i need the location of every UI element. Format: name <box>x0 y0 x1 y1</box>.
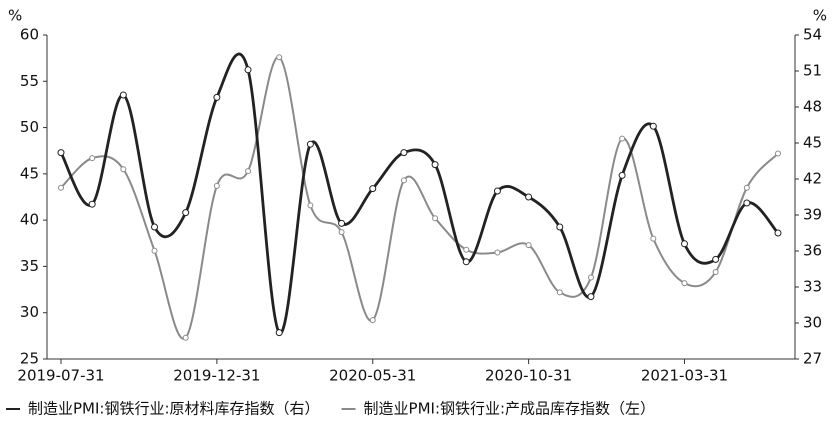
point <box>462 258 470 266</box>
point <box>120 166 127 173</box>
point <box>57 149 65 157</box>
point <box>743 184 750 191</box>
y-tick-label: 35 <box>20 257 39 275</box>
y-tick-label: 50 <box>20 118 39 136</box>
point <box>338 229 345 236</box>
y-axis-unit: % <box>8 7 22 25</box>
y2-tick-label: 39 <box>803 206 822 224</box>
y-tick-label: 40 <box>20 211 39 229</box>
point <box>88 200 96 208</box>
y-tick-label: 25 <box>20 350 39 368</box>
point <box>213 182 220 189</box>
y2-tick-label: 36 <box>803 242 822 260</box>
point <box>556 289 563 296</box>
legend-label: 制造业PMI:钢铁行业:原材料库存指数（右） <box>28 400 320 418</box>
series-line <box>59 52 780 335</box>
point <box>275 329 283 337</box>
point <box>369 317 376 324</box>
x-tick-label: 2020-05-31 <box>329 367 416 385</box>
y2-tick-label: 51 <box>803 62 822 80</box>
point <box>493 187 501 195</box>
point <box>119 91 127 99</box>
series-line <box>60 56 779 340</box>
x-tick-label: 2021-03-31 <box>641 367 728 385</box>
y2-tick-label: 42 <box>803 170 822 188</box>
point <box>618 171 626 179</box>
point <box>338 219 346 227</box>
point <box>276 54 283 61</box>
legend-label: 制造业PMI:钢铁行业:产成品库存指数（左） <box>364 400 656 418</box>
point <box>680 240 688 248</box>
point <box>556 223 564 231</box>
x-tick-label: 2019-07-31 <box>17 367 104 385</box>
point <box>712 255 720 263</box>
point <box>494 249 501 256</box>
point <box>89 155 96 162</box>
point <box>619 135 626 142</box>
point <box>743 199 751 207</box>
point <box>151 223 159 231</box>
point <box>244 66 252 74</box>
point <box>431 161 439 169</box>
y-tick-label: 60 <box>20 26 39 44</box>
x-tick-label: 2020-10-31 <box>485 367 572 385</box>
point <box>245 168 252 175</box>
y-tick-label: 45 <box>20 164 39 182</box>
point <box>151 247 158 254</box>
x-tick-label: 2019-12-31 <box>173 367 260 385</box>
y2-tick-label: 33 <box>803 278 822 296</box>
point <box>774 229 782 237</box>
point <box>400 177 407 184</box>
point <box>463 246 470 253</box>
point <box>587 274 594 281</box>
point <box>649 122 657 130</box>
point <box>525 193 533 201</box>
point <box>369 185 377 193</box>
y2-tick-label: 54 <box>803 26 822 44</box>
point <box>306 140 314 148</box>
y2-axis-unit: % <box>813 7 827 25</box>
point <box>58 184 64 191</box>
point <box>650 235 657 242</box>
point <box>213 93 221 101</box>
point <box>587 293 595 301</box>
y-tick-label: 55 <box>20 72 39 90</box>
y2-tick-label: 30 <box>803 314 822 332</box>
point <box>432 215 439 222</box>
y-tick-label: 30 <box>20 303 39 321</box>
y2-tick-label: 45 <box>803 134 822 152</box>
point <box>400 149 408 157</box>
point <box>681 280 688 287</box>
point <box>525 242 532 249</box>
y2-tick-label: 27 <box>803 350 822 368</box>
point <box>775 150 781 157</box>
y2-tick-label: 48 <box>803 98 822 116</box>
point <box>182 209 190 217</box>
point <box>182 334 189 341</box>
point <box>307 202 314 209</box>
point <box>712 268 719 275</box>
